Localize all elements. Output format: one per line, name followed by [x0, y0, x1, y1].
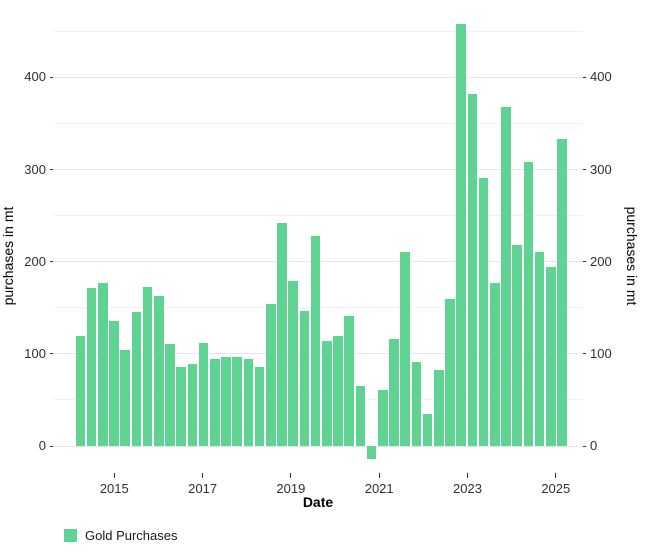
bar-2016-q4 [198, 342, 209, 446]
bar-2023-q4 [512, 245, 523, 446]
y-tick-label-right-100: 100 [590, 345, 612, 361]
bar-2024-q4 [557, 139, 567, 446]
bar-2022-q4 [467, 94, 478, 446]
y-tick-mark-left-0 [50, 445, 53, 447]
bar-2017-q1 [209, 359, 220, 446]
bar-2023-q1 [478, 177, 489, 446]
x-tick-mark-2021 [378, 473, 380, 478]
bar-2014-q2 [86, 288, 97, 446]
bar-2014-q3 [97, 282, 108, 446]
x-tick-mark-2025 [555, 473, 557, 478]
bar-2024-q2 [534, 251, 545, 446]
x-tick-mark-2017 [202, 473, 204, 478]
y-tick-mark-left-100 [50, 353, 53, 355]
legend: Gold Purchases [64, 528, 178, 543]
gridline-major-0 [53, 445, 583, 447]
bar-2015-q2 [131, 312, 142, 446]
bar-2019-q2 [310, 235, 321, 446]
gridline-major-300 [53, 169, 583, 171]
x-tick-label-2019: 2019 [276, 481, 306, 496]
bar-2024-q1 [523, 162, 534, 446]
bar-2020-q3 [366, 446, 377, 460]
bar-2016-q2 [176, 366, 187, 446]
y-axis-title-left: purchases in mt [0, 206, 16, 306]
y-tick-mark-right-100 [583, 353, 586, 355]
bar-2015-q4 [153, 295, 164, 446]
bar-2020-q2 [355, 386, 366, 446]
y-tick-label-right-0: 0 [590, 438, 598, 453]
bar-2016-q1 [165, 343, 175, 446]
x-tick-mark-2023 [467, 473, 468, 478]
bar-2014-q1 [75, 336, 86, 446]
gridline-major-400 [53, 76, 583, 78]
y-tick-mark-right-400 [583, 76, 586, 78]
bar-2018-q2 [265, 304, 276, 446]
bar-2022-q1 [433, 369, 444, 446]
bar-2016-q3 [187, 363, 198, 446]
y-tick-label-left-400: 400 [24, 69, 46, 85]
bar-2015-q3 [142, 286, 153, 446]
x-tick-mark-2015 [113, 473, 115, 478]
bar-2014-q4 [109, 320, 119, 446]
bar-2018-q3 [277, 223, 287, 446]
y-tick-mark-left-300 [50, 169, 53, 171]
y-tick-mark-right-0 [583, 445, 586, 447]
bar-2021-q3 [411, 362, 422, 446]
bar-2021-q4 [422, 413, 433, 446]
bar-2017-q4 [243, 359, 254, 446]
bar-2017-q3 [232, 356, 243, 446]
x-tick-label-2017: 2017 [188, 481, 218, 496]
bar-2023-q3 [501, 106, 511, 446]
bar-2021-q1 [389, 339, 399, 446]
bar-2018-q4 [288, 281, 299, 446]
legend-label: Gold Purchases [85, 528, 178, 543]
y-tick-label-left-0: 0 [38, 438, 46, 453]
y-tick-label-right-400: 400 [590, 69, 612, 85]
y-tick-label-left-200: 200 [24, 253, 46, 269]
bar-2020-q1 [344, 316, 355, 446]
bar-2021-q2 [400, 251, 411, 446]
bar-2023-q2 [489, 282, 500, 446]
bar-2017-q2 [221, 356, 231, 446]
y-tick-label-left-300: 300 [24, 161, 46, 177]
bar-2024-q3 [545, 267, 556, 446]
x-tick-label-2023: 2023 [453, 481, 482, 496]
y-tick-mark-left-200 [50, 261, 53, 263]
y-tick-mark-left-400 [50, 76, 53, 78]
bar-2019-q4 [333, 336, 343, 446]
bar-2018-q1 [254, 366, 265, 446]
bar-2022-q2 [445, 299, 455, 446]
y-tick-label-right-300: 300 [590, 161, 612, 177]
y-tick-mark-right-300 [583, 169, 586, 171]
y-tick-mark-right-200 [583, 261, 586, 263]
bar-2015-q1 [120, 350, 131, 446]
bar-2022-q3 [456, 23, 467, 446]
gridline-minor-350 [53, 123, 583, 124]
bar-2020-q4 [377, 389, 388, 446]
x-tick-label-2015: 2015 [99, 481, 129, 496]
y-tick-label-left-100: 100 [24, 345, 46, 361]
legend-swatch-gold-purchases [64, 529, 77, 542]
bar-2019-q1 [299, 311, 310, 446]
x-tick-label-2025: 2025 [541, 481, 571, 496]
gridline-minor-450 [53, 30, 583, 32]
bar-2019-q3 [321, 340, 332, 446]
y-axis-title-right: purchases in mt [624, 206, 640, 306]
gridline-minor-250 [53, 215, 583, 217]
x-tick-mark-2019 [290, 473, 292, 478]
y-tick-label-right-200: 200 [590, 253, 612, 269]
x-axis-title: Date [302, 494, 334, 510]
x-tick-label-2021: 2021 [364, 481, 394, 496]
